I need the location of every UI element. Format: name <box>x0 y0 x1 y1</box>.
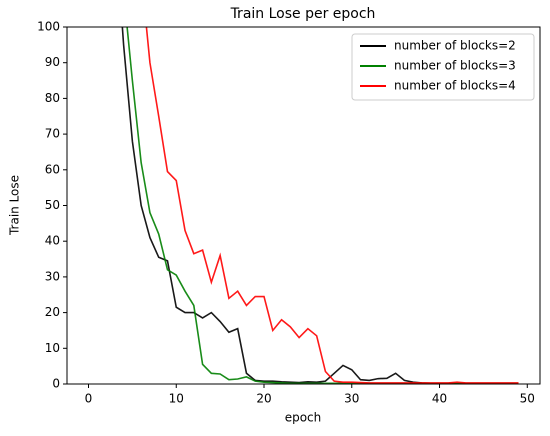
x-tick-label: 10 <box>169 392 184 406</box>
y-axis-label: Train Lose <box>8 175 22 236</box>
y-tick-label: 100 <box>37 20 60 34</box>
y-tick-label: 60 <box>45 162 60 176</box>
series-line <box>145 27 519 384</box>
x-tick-label: 40 <box>432 392 447 406</box>
y-tick-label: 80 <box>45 91 60 105</box>
x-tick-label: 0 <box>85 392 93 406</box>
x-tick-label: 30 <box>344 392 359 406</box>
legend-label: number of blocks=3 <box>394 59 516 73</box>
y-tick-label: 40 <box>45 234 60 248</box>
chart-title: Train Lose per epoch <box>230 6 376 22</box>
y-tick-label: 0 <box>52 377 60 391</box>
y-tick-label: 20 <box>45 305 60 319</box>
legend-box <box>351 33 535 101</box>
y-tick-label: 70 <box>45 127 60 141</box>
x-tick-label: 50 <box>520 392 535 406</box>
plot-area <box>121 27 519 384</box>
x-axis-label: epoch <box>285 411 322 425</box>
legend-label: number of blocks=4 <box>394 79 516 93</box>
y-tick-label: 30 <box>45 269 60 283</box>
y-tick-label: 90 <box>45 55 60 69</box>
y-tick-label: 50 <box>45 198 60 212</box>
y-tick-label: 10 <box>45 341 60 355</box>
legend-label: number of blocks=2 <box>394 39 516 53</box>
x-tick-label: 20 <box>256 392 271 406</box>
